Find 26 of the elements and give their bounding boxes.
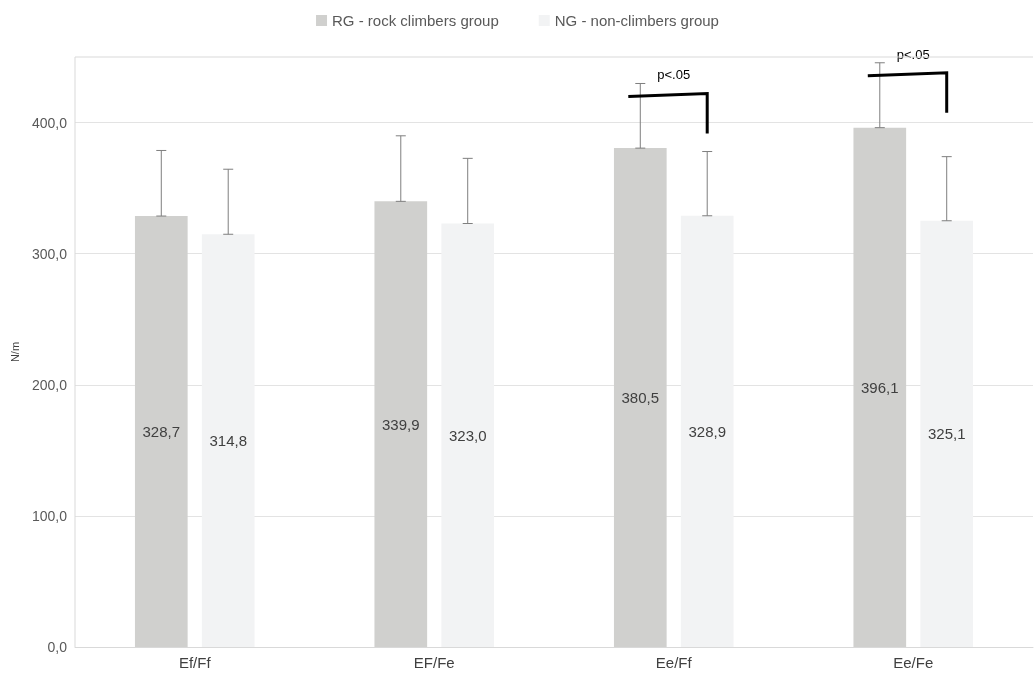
y-tick-label: 300,0	[31, 245, 68, 262]
y-tick-label: 400,0	[31, 114, 68, 131]
data-label: 325,1	[927, 425, 966, 443]
x-tick-label: Ee/Fe	[893, 654, 934, 671]
bar	[441, 223, 495, 647]
bar	[680, 215, 734, 647]
bar	[920, 220, 974, 647]
data-label: 380,5	[621, 389, 660, 407]
y-tick-label: 200,0	[31, 376, 68, 393]
legend-label: RG - rock climbers group	[332, 12, 499, 29]
x-tick-label: Ef/Ff	[178, 654, 212, 671]
data-label: 314,8	[209, 432, 247, 450]
bar	[201, 234, 255, 647]
annotation: p<.05	[657, 67, 691, 83]
x-tick-label: Ee/Ff	[655, 654, 693, 671]
annotation: p<.05	[896, 46, 930, 62]
data-label: 396,1	[861, 378, 899, 396]
x-tick-label: EF/Fe	[413, 654, 455, 671]
data-label: 328,7	[142, 423, 181, 441]
y-axis-title: N/m	[8, 341, 21, 363]
y-tick-label: 100,0	[31, 507, 68, 524]
legend-label: NG - non-climbers group	[554, 12, 719, 29]
y-tick-label: 0,0	[47, 639, 68, 655]
data-label: 328,9	[688, 422, 726, 440]
data-label: 339,9	[382, 415, 420, 433]
data-label: 323,0	[448, 426, 487, 444]
